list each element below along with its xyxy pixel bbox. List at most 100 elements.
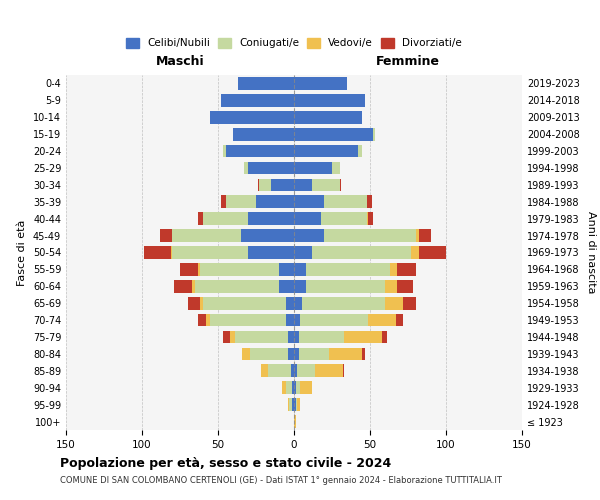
Bar xyxy=(294,94,365,106)
Bar xyxy=(288,398,289,411)
Bar xyxy=(242,348,250,360)
Bar xyxy=(362,348,365,360)
Bar xyxy=(226,144,294,158)
Bar xyxy=(367,196,371,208)
Bar xyxy=(294,246,312,259)
Bar xyxy=(294,297,302,310)
Bar xyxy=(416,230,419,242)
Bar xyxy=(257,178,259,191)
Bar xyxy=(322,212,367,225)
Bar xyxy=(300,382,312,394)
Bar xyxy=(248,246,294,259)
Bar xyxy=(294,162,332,174)
Text: Femmine: Femmine xyxy=(376,55,440,68)
Bar xyxy=(226,196,256,208)
Bar xyxy=(312,246,411,259)
Bar xyxy=(397,280,413,292)
Bar xyxy=(260,364,268,377)
Bar xyxy=(279,263,294,276)
Bar xyxy=(288,330,294,344)
Bar xyxy=(241,230,294,242)
Bar xyxy=(198,263,200,276)
Bar xyxy=(292,382,294,394)
Bar xyxy=(291,364,294,377)
Bar xyxy=(294,314,300,326)
Bar xyxy=(294,382,296,394)
Bar xyxy=(325,230,416,242)
Text: Maschi: Maschi xyxy=(155,55,205,68)
Bar xyxy=(306,280,385,292)
Bar xyxy=(221,94,294,106)
Bar xyxy=(344,330,382,344)
Bar xyxy=(172,230,241,242)
Bar xyxy=(325,196,367,208)
Bar xyxy=(171,246,172,259)
Text: COMUNE DI SAN COLOMBANO CERTENOLI (GE) - Dati ISTAT 1° gennaio 2024 - Elaborazio: COMUNE DI SAN COLOMBANO CERTENOLI (GE) -… xyxy=(60,476,502,485)
Bar xyxy=(312,178,340,191)
Bar xyxy=(368,212,373,225)
Bar xyxy=(286,314,294,326)
Bar xyxy=(385,280,397,292)
Bar xyxy=(230,330,235,344)
Bar xyxy=(294,330,299,344)
Bar xyxy=(143,246,171,259)
Bar xyxy=(382,330,387,344)
Bar xyxy=(368,314,396,326)
Bar xyxy=(385,297,403,310)
Bar xyxy=(223,144,226,158)
Bar xyxy=(174,280,192,292)
Bar xyxy=(292,398,294,411)
Bar xyxy=(238,77,294,90)
Bar xyxy=(198,314,206,326)
Bar xyxy=(297,364,315,377)
Bar xyxy=(397,263,416,276)
Bar xyxy=(294,128,373,140)
Bar xyxy=(306,263,390,276)
Bar xyxy=(223,330,230,344)
Bar xyxy=(180,263,198,276)
Bar xyxy=(188,297,200,310)
Bar xyxy=(300,314,368,326)
Bar xyxy=(294,144,358,158)
Bar xyxy=(332,162,340,174)
Bar xyxy=(396,314,403,326)
Bar xyxy=(256,196,294,208)
Y-axis label: Anni di nascita: Anni di nascita xyxy=(586,211,596,294)
Bar xyxy=(302,297,385,310)
Bar xyxy=(294,364,297,377)
Bar xyxy=(172,246,248,259)
Bar xyxy=(268,364,291,377)
Bar xyxy=(297,398,300,411)
Bar xyxy=(288,348,294,360)
Bar xyxy=(294,111,362,124)
Bar xyxy=(340,178,341,191)
Bar xyxy=(294,196,325,208)
Bar xyxy=(367,212,368,225)
Bar xyxy=(203,212,248,225)
Bar xyxy=(203,297,286,310)
Bar xyxy=(294,348,299,360)
Bar xyxy=(198,212,203,225)
Text: Popolazione per età, sesso e stato civile - 2024: Popolazione per età, sesso e stato civil… xyxy=(60,458,391,470)
Bar xyxy=(248,212,294,225)
Bar xyxy=(259,178,271,191)
Bar xyxy=(160,230,172,242)
Bar xyxy=(294,77,347,90)
Bar xyxy=(244,162,248,174)
Bar xyxy=(206,314,211,326)
Bar xyxy=(271,178,294,191)
Bar xyxy=(296,398,297,411)
Bar xyxy=(221,196,226,208)
Bar xyxy=(279,280,294,292)
Bar xyxy=(286,297,294,310)
Bar xyxy=(299,330,344,344)
Bar xyxy=(294,280,306,292)
Bar xyxy=(294,263,306,276)
Bar xyxy=(294,230,325,242)
Bar xyxy=(358,144,362,158)
Bar xyxy=(282,382,286,394)
Bar xyxy=(403,297,416,310)
Bar xyxy=(419,230,431,242)
Bar xyxy=(294,398,296,411)
Bar xyxy=(195,280,279,292)
